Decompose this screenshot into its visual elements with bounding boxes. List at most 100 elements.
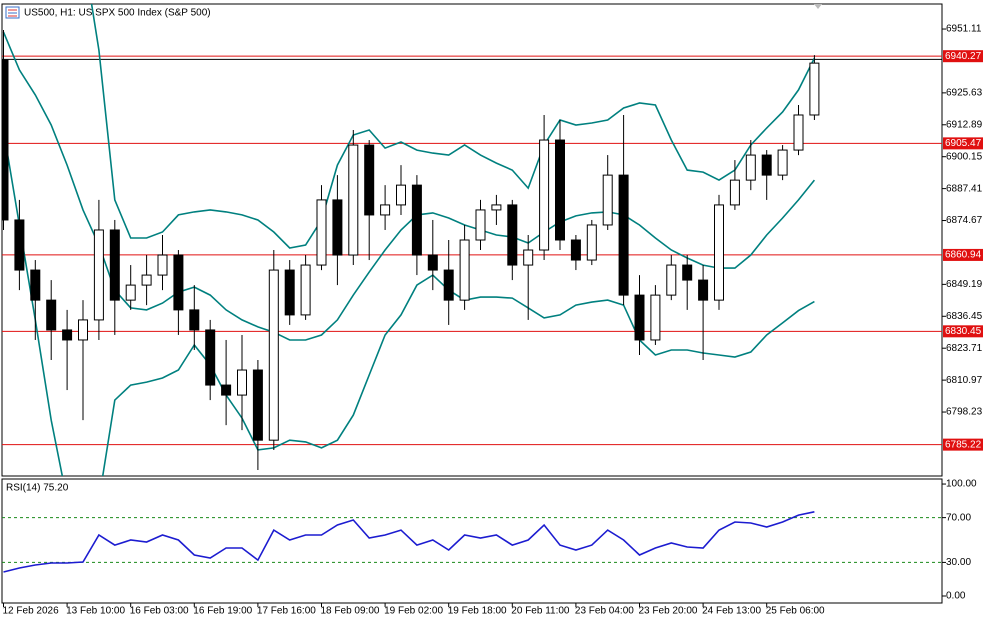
bollinger-lower (2, 129, 815, 476)
x-tick-label: 16 Feb 19:00 (193, 606, 252, 617)
y-tick-label: 0.00 (946, 591, 966, 602)
candle-body (602, 174, 613, 226)
candle-body (618, 174, 629, 296)
candle-body (427, 254, 438, 271)
candle-body (316, 199, 327, 266)
candle-body (30, 269, 41, 301)
y-tick-label: 6951.11 (946, 24, 982, 35)
candle-body (93, 229, 104, 321)
level-label-box (943, 248, 983, 261)
candle-body (443, 269, 454, 301)
candle-body (300, 264, 311, 316)
y-tick-label: 100.00 (946, 479, 977, 490)
candle-body (491, 204, 502, 211)
y-tick-label: 6912.89 (946, 119, 983, 130)
candle-body (729, 179, 740, 206)
candle-body (777, 149, 788, 176)
candle-body (62, 329, 73, 341)
candle-body (586, 224, 597, 261)
candle-body (237, 369, 247, 396)
candle-body (634, 294, 645, 341)
y-tick-label: 6925.63 (946, 88, 983, 99)
level-label-box (943, 50, 983, 63)
y-tick-label: 6887.41 (946, 183, 983, 194)
candle-body (157, 254, 168, 276)
x-tick-label: 25 Feb 06:00 (766, 606, 825, 617)
candle-body (252, 369, 263, 441)
y-tick-label: 6849.19 (946, 279, 983, 290)
candle-body (459, 239, 470, 301)
candle-body (714, 204, 724, 301)
candle-body (380, 204, 391, 216)
candle-body (698, 279, 709, 301)
y-tick-label: 6874.67 (946, 215, 983, 226)
y-tick-label: 6810.97 (946, 375, 983, 386)
x-tick-label: 24 Feb 13:00 (702, 606, 761, 617)
candle-body (364, 144, 375, 216)
candle-body (284, 269, 295, 316)
x-tick-label: 12 Feb 2026 (3, 606, 60, 617)
level-label-box (943, 137, 983, 150)
candle-body (745, 154, 756, 181)
x-tick-label: 19 Feb 02:00 (384, 606, 443, 617)
candle-body (78, 319, 88, 341)
rsi-line (3, 511, 815, 573)
candle-body (570, 239, 581, 261)
symbol-icon (5, 6, 20, 19)
x-tick-label: 18 Feb 09:00 (321, 606, 380, 617)
y-tick-label: 6836.45 (946, 311, 983, 322)
y-tick-label: 70.00 (946, 512, 971, 523)
axes: 6951.11 6925.63 6912.89 6900.15 6887.41 6874.… (3, 24, 983, 617)
candle-body (141, 274, 152, 286)
candle-body (14, 219, 25, 271)
shift-marker (814, 4, 822, 9)
level-label: 6860.94 (945, 250, 982, 261)
bollinger-middle (2, 31, 816, 341)
level-label: 6785.22 (945, 439, 982, 450)
candle-body (2, 59, 9, 221)
rsi-plot (2, 511, 942, 573)
y-tick-label: 30.00 (946, 557, 971, 568)
x-tick-label: 13 Feb 10:00 (66, 606, 125, 617)
candle-body (809, 62, 820, 116)
candle-body (268, 269, 279, 441)
chart-title: US500, H1: US SPX 500 Index (S&P 500) (24, 8, 211, 19)
rsi-title: RSI(14) 75.20 (6, 483, 69, 494)
candle-body (173, 254, 184, 311)
rsi-panel (1, 478, 943, 604)
candle-body (411, 184, 422, 256)
candle-body (761, 154, 772, 176)
candle-body (332, 199, 343, 256)
x-tick-label: 23 Feb 04:00 (575, 606, 634, 617)
x-tick-label: 20 Feb 11:00 (511, 606, 570, 617)
candle-body (396, 184, 406, 206)
x-tick-label: 17 Feb 16:00 (257, 606, 316, 617)
level-label: 6940.27 (945, 51, 982, 62)
candle-body (682, 264, 693, 281)
candle-body (109, 229, 120, 301)
candle-body (205, 329, 216, 386)
candle-body (555, 139, 565, 241)
candle-body (793, 114, 804, 151)
candle-body (475, 209, 486, 241)
level-label: 6905.47 (945, 138, 982, 149)
candle-body (666, 264, 677, 296)
candle-body (348, 144, 359, 256)
level-label-box (943, 438, 983, 451)
bollinger-upper (90, 4, 816, 249)
candle-body (189, 309, 200, 331)
candle-body (539, 139, 550, 251)
main-panel (1, 3, 943, 477)
level-label: 6830.45 (945, 326, 982, 337)
candle-body (221, 384, 232, 396)
y-tick-label: 6900.15 (946, 151, 983, 162)
main-plot (2, 4, 942, 476)
candle-body (507, 204, 518, 266)
candle-body (125, 284, 136, 301)
candle-body (650, 294, 661, 341)
candle-body (46, 299, 57, 331)
x-tick-label: 19 Feb 18:00 (448, 606, 507, 617)
y-tick-label: 6798.23 (946, 407, 983, 418)
